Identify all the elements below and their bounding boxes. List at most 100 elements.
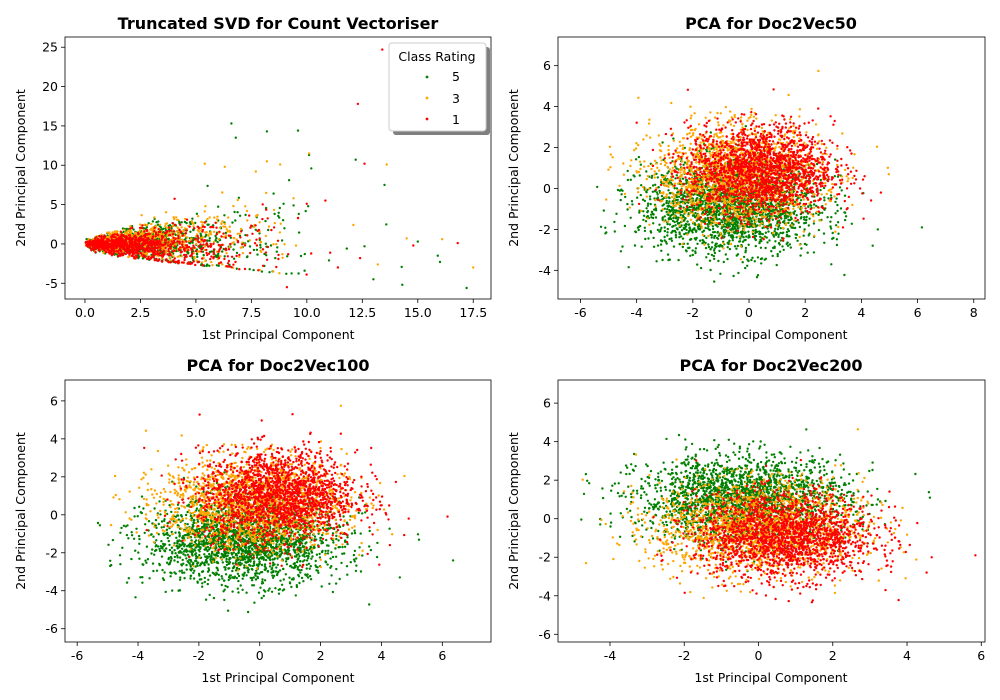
point-class-3 (153, 216, 156, 219)
point-class-5 (400, 265, 403, 269)
point-class-1 (207, 252, 211, 255)
point-class-1 (128, 234, 131, 237)
point-class-5 (303, 269, 306, 272)
point-class-3 (216, 215, 219, 218)
point-class-5 (296, 129, 300, 132)
point-class-5 (687, 246, 690, 250)
point-class-1 (94, 251, 97, 254)
point-class-3 (182, 229, 185, 233)
point-class-1 (136, 231, 140, 234)
point-class-5 (658, 230, 661, 233)
point-class-1 (212, 255, 215, 259)
point-class-1 (110, 247, 113, 250)
point-class-5 (648, 195, 652, 198)
point-class-5 (278, 216, 281, 219)
point-class-5 (206, 184, 209, 188)
point-class-5 (668, 200, 671, 203)
point-class-5 (707, 243, 710, 246)
point-class-5 (701, 230, 704, 234)
point-class-1 (220, 235, 223, 238)
point-class-1 (143, 243, 146, 246)
point-class-5 (823, 241, 826, 244)
point-class-5 (688, 205, 692, 209)
point-class-5 (650, 174, 654, 178)
point-class-1 (118, 247, 122, 251)
point-class-5 (759, 238, 762, 241)
point-class-3 (129, 231, 132, 234)
point-class-1 (101, 239, 105, 242)
point-class-5 (687, 223, 691, 226)
point-class-1 (185, 240, 188, 243)
point-class-1 (112, 239, 116, 242)
point-class-3 (203, 210, 206, 213)
point-class-5 (716, 230, 719, 234)
point-class-5 (709, 131, 712, 134)
point-class-1 (148, 243, 152, 246)
point-class-5 (663, 235, 666, 239)
point-class-5 (724, 253, 727, 256)
point-class-1 (162, 243, 165, 247)
point-class-1 (171, 233, 175, 236)
point-class-5 (205, 264, 208, 268)
point-class-5 (416, 240, 419, 243)
point-class-5 (671, 160, 674, 163)
point-class-1 (197, 227, 201, 230)
point-class-5 (639, 163, 642, 166)
point-class-1 (246, 234, 249, 237)
point-class-1 (103, 241, 106, 244)
point-class-1 (238, 253, 241, 257)
point-class-5 (647, 237, 650, 240)
point-class-3 (265, 191, 268, 195)
point-class-1 (167, 250, 170, 253)
point-class-5 (736, 253, 740, 256)
point-class-5 (737, 227, 740, 230)
point-class-1 (202, 243, 205, 246)
point-class-1 (89, 246, 92, 249)
point-class-5 (812, 203, 816, 206)
point-class-3 (227, 216, 230, 219)
point-class-5 (684, 249, 688, 252)
point-class-5 (636, 196, 639, 199)
point-class-1 (236, 239, 240, 243)
point-class-5 (717, 259, 720, 263)
point-class-5 (767, 202, 770, 206)
point-class-1 (173, 239, 176, 242)
point-class-3 (208, 232, 211, 235)
point-class-5 (654, 216, 658, 219)
point-class-3 (307, 152, 311, 155)
point-class-1 (169, 229, 172, 232)
point-class-1 (115, 250, 118, 253)
point-class-1 (209, 257, 212, 261)
point-class-5 (196, 255, 199, 259)
point-class-1 (142, 239, 145, 243)
point-class-3 (200, 261, 204, 264)
point-class-5 (751, 256, 754, 259)
point-class-3 (236, 198, 239, 202)
point-class-5 (643, 199, 647, 203)
point-class-1 (166, 253, 170, 256)
point-class-5 (713, 251, 717, 255)
point-class-5 (232, 248, 235, 251)
point-class-1 (190, 249, 193, 252)
point-class-5 (208, 237, 211, 240)
point-class-3 (208, 216, 211, 219)
point-class-5 (715, 224, 718, 227)
point-class-5 (217, 264, 220, 267)
point-class-1 (95, 236, 98, 239)
point-class-1 (255, 244, 259, 247)
point-class-5 (663, 226, 666, 229)
point-class-5 (646, 204, 650, 207)
point-class-5 (773, 230, 776, 233)
point-class-1 (190, 253, 193, 257)
point-class-1 (155, 243, 158, 246)
point-class-3 (241, 252, 245, 255)
point-class-1 (224, 236, 227, 239)
point-class-3 (224, 234, 228, 237)
point-class-1 (113, 233, 117, 236)
point-class-1 (171, 222, 174, 225)
point-class-1 (173, 249, 176, 252)
point-class-5 (711, 227, 715, 231)
point-class-3 (272, 243, 275, 246)
point-class-5 (160, 228, 163, 231)
point-class-1 (235, 254, 238, 258)
